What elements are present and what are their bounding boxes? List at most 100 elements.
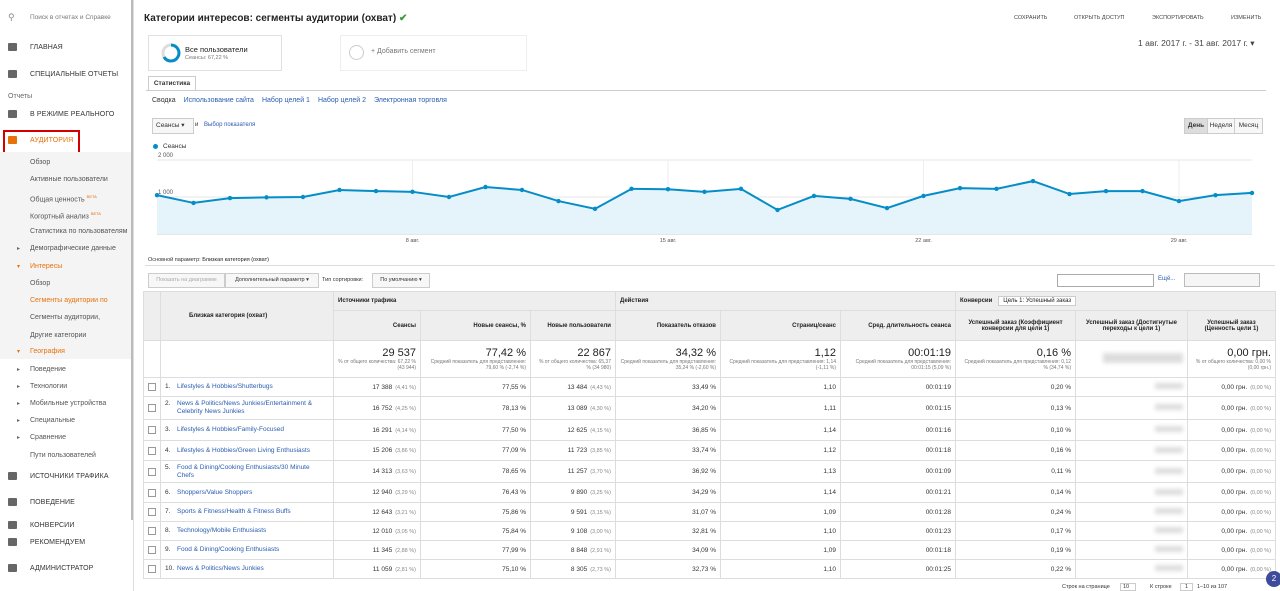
nav-item[interactable]: Сегменты аудитории, (30, 314, 101, 321)
nav-item[interactable]: Технологии (30, 383, 68, 390)
cell-share: (3,85 %) (590, 448, 611, 454)
date-range[interactable]: 1 авг. 2017 г. - 31 авг. 2017 г. ▾ (1138, 38, 1255, 48)
column-header[interactable]: Успешный заказ (Коэффициент конверсии дл… (955, 310, 1076, 341)
cell-value: 1,13 (823, 468, 836, 475)
granularity-button[interactable]: День (1184, 118, 1208, 134)
cell-share: (4,43 %) (590, 384, 611, 391)
nav-item[interactable]: Когортный анализ BETA (30, 211, 101, 220)
row-name[interactable]: Lifestyles & Hobbies/Green Living Enthus… (177, 446, 310, 454)
notification-badge[interactable]: 2 (1266, 571, 1280, 587)
nav-item[interactable]: КОНВЕРСИИ (30, 522, 75, 529)
nav-item[interactable]: Специальные (30, 417, 76, 424)
sort-select[interactable]: По умолчанию ▾ (372, 273, 430, 288)
row-name[interactable]: Lifestyles & Hobbies/Shutterbugs (177, 383, 273, 390)
metric-select[interactable]: Сеансы ▾ (152, 118, 194, 134)
nav-item[interactable]: Общая ценность BETA (30, 194, 97, 203)
blurred (1155, 488, 1183, 495)
row-name[interactable]: News & Politics/News Junkies (177, 565, 264, 572)
nav-item[interactable]: Интересы (30, 263, 63, 270)
row-name[interactable]: Lifestyles & Hobbies/Family-Focused (177, 426, 284, 433)
row-checkbox[interactable] (148, 383, 156, 391)
header-action[interactable]: ИЗМЕНИТЬ (1231, 15, 1262, 21)
segment-card[interactable]: Все пользователи Сеансы: 67,22 % (148, 35, 282, 71)
subtab[interactable]: Электронная торговля (373, 97, 447, 104)
row-checkbox[interactable] (148, 488, 156, 497)
row-checkbox[interactable] (148, 565, 156, 573)
nav-item[interactable]: Демографические данные (30, 245, 116, 252)
cell: 17 388 (4,41 %) (333, 377, 421, 397)
cell-value: 1,10 (823, 527, 836, 535)
header-action[interactable]: ЭКСПОРТИРОВАТЬ (1152, 15, 1204, 21)
nav-item[interactable]: Мобильные устройства (30, 400, 107, 407)
row-name[interactable]: Food & Dining/Cooking Enthusiasts (177, 546, 280, 553)
nav-item[interactable]: Поведение (30, 366, 66, 373)
cell (143, 521, 161, 541)
nav-item[interactable]: АДМИНИСТРАТОР (30, 565, 94, 572)
nav-item[interactable]: Другие категории (30, 332, 87, 339)
table-search[interactable] (1057, 274, 1154, 287)
nav-item[interactable]: РЕКОМЕНДУЕМ (30, 539, 86, 546)
subtab[interactable]: Использование сайта (183, 97, 254, 104)
nav-item[interactable]: Активные пользователи (30, 176, 108, 183)
subtab[interactable]: Сводка (152, 97, 176, 104)
column-header[interactable]: Сеансы (333, 310, 421, 341)
column-header[interactable]: Страниц/сеанс (720, 310, 841, 341)
granularity-button[interactable]: Месяц (1234, 118, 1263, 134)
row-name[interactable]: News & Politics/News Junkies/Entertainme… (177, 400, 313, 415)
row-checkbox[interactable] (148, 404, 156, 412)
nav-item[interactable]: Пути пользователей (30, 452, 96, 459)
cell-share: (3,15 %) (590, 509, 611, 516)
row-checkbox[interactable] (148, 508, 156, 516)
subtab[interactable]: Набор целей 1 (261, 97, 310, 104)
row-checkbox[interactable] (148, 546, 156, 554)
cell: 0,17 % (955, 521, 1076, 541)
row-name[interactable]: Food & Dining/Cooking Enthusiasts/30 Min… (177, 463, 310, 479)
nav-item[interactable]: Сравнение (30, 434, 66, 441)
nav-item[interactable]: Сегменты аудитории по (30, 297, 108, 304)
column-header[interactable]: Новые сеансы, % (420, 310, 531, 341)
row-name[interactable]: Technology/Mobile Enthusiasts (177, 527, 267, 534)
goal-select[interactable]: Цель 1: Успешный заказ (998, 296, 1077, 306)
column-header[interactable]: Успешный заказ (Достигнутые переходы к ц… (1075, 310, 1188, 341)
row-checkbox[interactable] (148, 527, 156, 535)
view-switch[interactable] (1184, 273, 1260, 287)
nav-item[interactable]: Статистика по пользователям (30, 228, 128, 235)
more-link[interactable]: Ещё... (1158, 276, 1176, 282)
cell-value: 8 848 (570, 546, 588, 554)
cell-value: 0,00 грн. (1221, 404, 1248, 412)
column-header[interactable]: Показатель отказов (615, 310, 721, 341)
search-input[interactable]: Поиск в отчетах и Справке (30, 14, 111, 21)
column-header[interactable]: Успешный заказ (Ценность цели 1) (1187, 310, 1276, 341)
granularity-button[interactable]: Неделя (1207, 118, 1235, 134)
cell-value: 0,14 % (1050, 489, 1071, 496)
metric-choose[interactable]: Выбор показателя (204, 122, 256, 128)
row-name[interactable]: Shoppers/Value Shoppers (177, 488, 253, 496)
nav-item[interactable]: В РЕЖИМЕ РЕАЛЬНОГО (30, 111, 115, 118)
total-note: % от общего количества: 67,22 % (43 944) (338, 359, 416, 371)
header-action[interactable]: ОТКРЫТЬ ДОСТУП (1074, 15, 1125, 21)
nav-item[interactable]: ГЛАВНАЯ (30, 44, 63, 51)
nav-item[interactable]: Обзор (30, 159, 51, 166)
nav-item[interactable]: ПОВЕДЕНИЕ (30, 499, 75, 506)
secondary-dimension[interactable]: Дополнительный параметр ▾ (225, 273, 319, 288)
add-segment-card[interactable]: + Добавить сегмент (340, 35, 527, 71)
plot-button[interactable]: Показать на диаграмме (148, 273, 225, 288)
tab-main[interactable]: Статистика (148, 76, 196, 91)
subtab[interactable]: Набор целей 2 (317, 97, 366, 104)
rows-select[interactable]: 10 (1120, 583, 1137, 591)
row-checkbox[interactable] (148, 446, 156, 455)
row-checkbox[interactable] (148, 426, 156, 434)
range: 1–10 из 107 (1197, 584, 1228, 590)
header-action[interactable]: СОХРАНИТЬ (1014, 15, 1048, 21)
row-checkbox[interactable] (148, 467, 156, 476)
nav-item[interactable]: СПЕЦИАЛЬНЫЕ ОТЧЕТЫ (30, 71, 119, 78)
nav-item[interactable]: АУДИТОРИЯ (30, 137, 74, 144)
goto-input[interactable]: 1 (1180, 583, 1194, 591)
nav-item[interactable]: ИСТОЧНИКИ ТРАФИКА (30, 473, 109, 480)
nav-item[interactable]: Обзор (30, 280, 51, 287)
row-name[interactable]: Sports & Fitness/Health & Fitness Buffs (177, 508, 291, 515)
column-header[interactable]: Новые пользователи (530, 310, 616, 341)
nav-item[interactable]: География (30, 348, 65, 355)
column-header[interactable]: Сред. длительность сеанса (840, 310, 956, 341)
